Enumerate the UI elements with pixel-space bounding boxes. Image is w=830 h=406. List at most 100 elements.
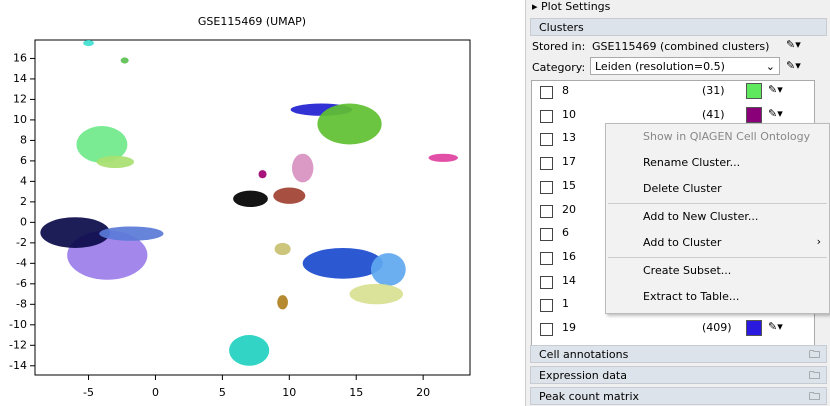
section-title: Cell annotations	[539, 348, 629, 361]
cluster-points	[302, 247, 383, 279]
y-tick-label: 4	[20, 174, 27, 187]
menu-item[interactable]: Add to Cluster	[643, 236, 722, 249]
cluster-points	[96, 155, 135, 169]
cluster-points	[273, 187, 306, 204]
y-tick-label: -8	[16, 297, 27, 310]
cluster-points	[428, 153, 458, 162]
cluster-points	[258, 170, 267, 179]
color-swatch[interactable]	[746, 320, 762, 336]
cluster-row[interactable]: 13	[532, 129, 814, 152]
x-tick-label: 5	[219, 386, 226, 399]
context-menu: Show in QIAGEN Cell Ontology Rename Clust…	[605, 123, 830, 314]
cluster-points	[99, 226, 164, 241]
cluster-points	[277, 295, 288, 310]
y-tick-label: 16	[13, 51, 27, 64]
cluster-id: 14	[562, 273, 576, 287]
y-tick-label: 8	[20, 133, 27, 146]
y-tick-label: 2	[20, 195, 27, 208]
cluster-points	[233, 190, 268, 207]
cluster-row[interactable]: 15	[532, 177, 814, 200]
edit-icon[interactable]: ✎▾	[786, 59, 801, 72]
cluster-row[interactable]: 8 (31) ✎▾	[532, 82, 814, 105]
menu-item[interactable]: Rename Cluster...	[643, 156, 741, 169]
cluster-id: 17	[562, 155, 576, 169]
cluster-row[interactable]: 16	[532, 248, 814, 271]
section-header[interactable]: Expression data 🗀	[530, 366, 827, 384]
category-label: Category:	[532, 61, 586, 74]
cluster-points	[291, 153, 314, 183]
plot-frame	[34, 39, 471, 376]
cluster-points	[83, 40, 94, 47]
x-tick-label: 15	[349, 386, 363, 399]
menu-separator	[608, 257, 827, 258]
checkbox[interactable]	[540, 251, 553, 265]
panel-title[interactable]: ▸ Plot Settings	[532, 0, 611, 13]
section-title: Peak count matrix	[539, 390, 640, 403]
checkbox[interactable]	[540, 109, 553, 123]
cluster-row[interactable]: 14	[532, 272, 814, 295]
folder-icon[interactable]: 🗀	[809, 348, 820, 361]
edit-icon[interactable]: ✎▾	[768, 83, 783, 96]
cluster-row[interactable]: 1	[532, 295, 814, 318]
y-tick-label: -4	[16, 256, 27, 269]
checkbox[interactable]	[540, 133, 553, 147]
checkbox[interactable]	[540, 157, 553, 171]
submenu-arrow: ›	[816, 235, 821, 248]
section-title: Expression data	[539, 369, 627, 382]
y-tick-label: 14	[13, 72, 27, 85]
edit-icon[interactable]: ✎▾	[768, 320, 783, 333]
cluster-points	[317, 103, 382, 145]
y-tick-label: 0	[20, 215, 27, 228]
menu-item[interactable]: Extract to Table...	[643, 290, 740, 303]
y-tick-label: -12	[9, 338, 27, 351]
checkbox[interactable]	[540, 323, 553, 336]
cluster-id: 8	[562, 84, 569, 97]
checkbox[interactable]	[540, 180, 553, 194]
section-header[interactable]: Cell annotations 🗀	[530, 345, 827, 363]
cluster-row[interactable]: 10 (41) ✎▾	[532, 106, 814, 129]
section-title: Clusters	[539, 21, 584, 34]
category-value: Leiden (resolution=0.5)	[595, 60, 725, 73]
menu-item[interactable]: Delete Cluster	[643, 182, 722, 195]
section-header[interactable]: Peak count matrix 🗀	[530, 387, 827, 405]
cluster-id: 19	[562, 321, 576, 334]
cluster-id: 20	[562, 202, 576, 216]
y-tick-label: -10	[9, 318, 27, 331]
cluster-points	[274, 242, 291, 256]
checkbox[interactable]	[540, 204, 553, 218]
folder-icon[interactable]: 🗀	[809, 369, 820, 382]
color-swatch[interactable]	[746, 83, 762, 99]
folder-icon[interactable]: 🗀	[809, 390, 820, 403]
y-tick-label: -14	[9, 359, 27, 372]
cluster-row[interactable]: 20	[532, 201, 814, 224]
checkbox[interactable]	[540, 228, 553, 242]
menu-item[interactable]: Show in QIAGEN Cell Ontology	[643, 130, 811, 143]
plot-title: GSE115469 (UMAP)	[198, 15, 306, 28]
menu-item[interactable]: Create Subset...	[643, 264, 732, 277]
checkbox[interactable]	[540, 86, 553, 99]
x-tick-label: 10	[282, 386, 296, 399]
menu-item[interactable]: Add to New Cluster...	[643, 210, 759, 223]
cluster-id: 1	[562, 297, 569, 311]
cluster-id: 13	[562, 131, 576, 145]
checkbox[interactable]	[540, 299, 553, 313]
color-swatch[interactable]	[746, 106, 762, 123]
section-header[interactable]: Clusters	[530, 18, 827, 36]
cluster-points	[349, 283, 404, 305]
category-dropdown[interactable]: Leiden (resolution=0.5) ⌄	[590, 57, 780, 75]
cluster-points	[76, 126, 128, 163]
cluster-row[interactable]: 19 (409) ✎▾	[532, 319, 814, 342]
cluster-row[interactable]: 6	[532, 224, 814, 247]
cluster-points	[120, 57, 129, 64]
x-tick-label: 20	[416, 386, 430, 399]
cluster-points	[229, 335, 270, 366]
edit-icon[interactable]: ✎▾	[768, 106, 783, 120]
cluster-points	[40, 217, 110, 248]
edit-icon[interactable]: ✎▾	[786, 38, 801, 51]
cluster-id: 15	[562, 178, 576, 192]
stored-value: GSE115469 (combined clusters)	[592, 40, 770, 53]
cluster-row[interactable]: 17	[532, 153, 814, 176]
checkbox[interactable]	[540, 275, 553, 289]
menu-separator	[608, 203, 827, 204]
